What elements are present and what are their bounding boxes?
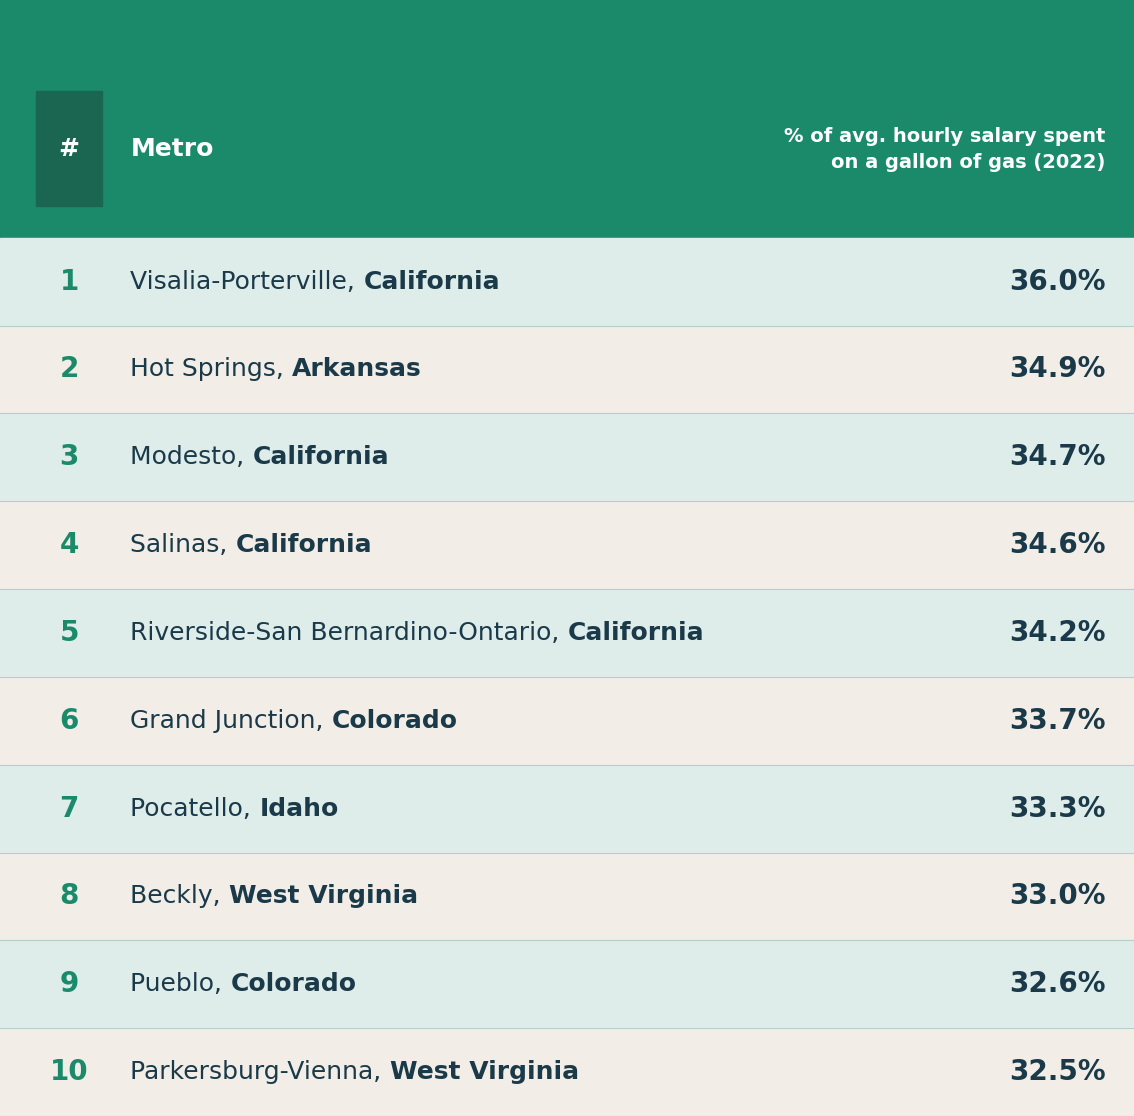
Bar bbox=[0, 0, 1134, 61]
Bar bbox=[36, 92, 102, 206]
Text: Beckly,: Beckly, bbox=[130, 884, 229, 908]
Text: 33.3%: 33.3% bbox=[1009, 795, 1106, 822]
Text: 7: 7 bbox=[59, 795, 79, 822]
Text: 32.5%: 32.5% bbox=[1009, 1058, 1106, 1086]
Text: California: California bbox=[568, 620, 704, 645]
Text: 5: 5 bbox=[59, 619, 79, 647]
Bar bbox=[0, 326, 1134, 413]
Text: Parkersburg-Vienna,: Parkersburg-Vienna, bbox=[130, 1060, 390, 1084]
Bar bbox=[0, 1028, 1134, 1116]
Text: California: California bbox=[363, 270, 500, 294]
Bar bbox=[0, 413, 1134, 501]
Text: 36.0%: 36.0% bbox=[1009, 268, 1106, 296]
Bar bbox=[0, 238, 1134, 326]
Text: 4: 4 bbox=[59, 531, 79, 559]
Text: 3: 3 bbox=[59, 443, 79, 471]
Text: Idaho: Idaho bbox=[260, 797, 339, 820]
Text: Modesto,: Modesto, bbox=[130, 445, 253, 470]
Text: Hot Springs,: Hot Springs, bbox=[130, 357, 293, 382]
Text: 33.7%: 33.7% bbox=[1009, 706, 1106, 734]
Text: % of avg. hourly salary spent
on a gallon of gas (2022): % of avg. hourly salary spent on a gallo… bbox=[785, 127, 1106, 172]
Bar bbox=[0, 676, 1134, 764]
Text: West Virginia: West Virginia bbox=[390, 1060, 578, 1084]
Bar bbox=[0, 589, 1134, 676]
Text: West Virginia: West Virginia bbox=[229, 884, 418, 908]
Bar bbox=[0, 501, 1134, 589]
Text: California: California bbox=[236, 533, 372, 557]
Text: 34.9%: 34.9% bbox=[1009, 356, 1106, 384]
Text: 34.6%: 34.6% bbox=[1009, 531, 1106, 559]
Bar bbox=[0, 941, 1134, 1028]
Text: Grand Junction,: Grand Junction, bbox=[130, 709, 332, 733]
Text: 9: 9 bbox=[60, 970, 78, 998]
Text: Pueblo,: Pueblo, bbox=[130, 972, 230, 997]
Text: Metro: Metro bbox=[130, 136, 214, 161]
Bar bbox=[0, 853, 1134, 941]
Text: Pocatello,: Pocatello, bbox=[130, 797, 260, 820]
Text: 6: 6 bbox=[59, 706, 79, 734]
Text: 34.7%: 34.7% bbox=[1009, 443, 1106, 471]
Text: 8: 8 bbox=[59, 883, 79, 911]
Bar bbox=[0, 764, 1134, 853]
Text: 32.6%: 32.6% bbox=[1009, 970, 1106, 998]
Text: Colorado: Colorado bbox=[332, 709, 458, 733]
Bar bbox=[0, 61, 1134, 238]
Text: 2: 2 bbox=[59, 356, 79, 384]
Text: Visalia-Porterville,: Visalia-Porterville, bbox=[130, 270, 363, 294]
Text: 34.2%: 34.2% bbox=[1009, 619, 1106, 647]
Text: 33.0%: 33.0% bbox=[1009, 883, 1106, 911]
Text: Colorado: Colorado bbox=[230, 972, 356, 997]
Text: Arkansas: Arkansas bbox=[293, 357, 422, 382]
Text: 10: 10 bbox=[50, 1058, 88, 1086]
Text: 1: 1 bbox=[60, 268, 78, 296]
Text: Riverside-San Bernardino-Ontario,: Riverside-San Bernardino-Ontario, bbox=[130, 620, 568, 645]
Text: #: # bbox=[59, 136, 79, 161]
Text: Salinas,: Salinas, bbox=[130, 533, 236, 557]
Text: California: California bbox=[253, 445, 389, 470]
